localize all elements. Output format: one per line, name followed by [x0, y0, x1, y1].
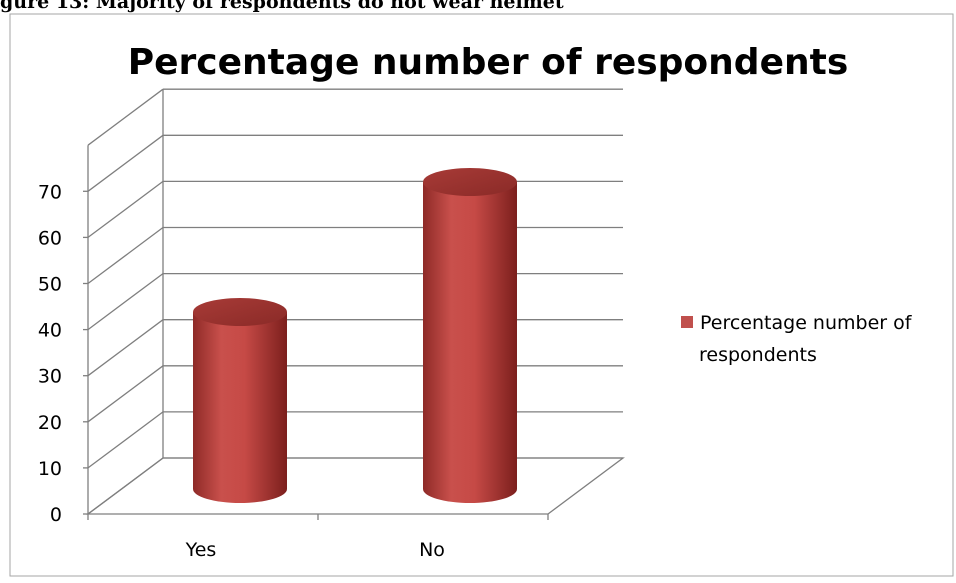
- bar-body-yes: [193, 312, 287, 503]
- gridline-side-top: [87, 88, 164, 146]
- bar-yes: [193, 298, 287, 503]
- y-tick-label-10: 10: [38, 458, 62, 480]
- gridline-side-60: [87, 180, 164, 238]
- gridline-side-30: [87, 319, 164, 377]
- y-tick-label-70: 70: [38, 181, 62, 203]
- page-caption: gure 13: Majority of respondents do not …: [0, 0, 564, 13]
- gridline-side-10: [87, 411, 164, 469]
- y-tick-label-0: 0: [50, 504, 62, 526]
- y-tick-label-50: 50: [38, 274, 62, 296]
- axis-layer: 0 10 20 30 40 50 60 70 Yes No: [38, 145, 549, 561]
- grid-layer: [86, 88, 625, 515]
- gridline-side-50: [87, 226, 164, 285]
- legend-swatch: [681, 316, 693, 328]
- bar-layer: [193, 168, 517, 503]
- y-tick-label-20: 20: [38, 412, 62, 434]
- bar-body-no: [423, 182, 517, 503]
- x-tick-label-yes: Yes: [185, 539, 217, 561]
- bar-cap-no: [423, 168, 517, 196]
- gridline-side-70: [87, 134, 164, 192]
- legend-label-line1: Percentage number of: [700, 312, 913, 334]
- y-tick-label-30: 30: [38, 366, 62, 388]
- floor: [86, 457, 625, 515]
- chart-title: Percentage number of respondents: [128, 42, 849, 83]
- y-tick-label-40: 40: [38, 320, 62, 342]
- gridline-side-40: [87, 273, 164, 331]
- y-tick-label-60: 60: [38, 227, 62, 249]
- bar-cap-yes: [193, 298, 287, 326]
- legend-layer: Percentage number of respondents: [681, 312, 913, 366]
- bar-no: [423, 168, 517, 503]
- legend-label-line2: respondents: [699, 344, 817, 366]
- x-tick-label-no: No: [419, 539, 445, 561]
- gridline-side-20: [87, 365, 164, 423]
